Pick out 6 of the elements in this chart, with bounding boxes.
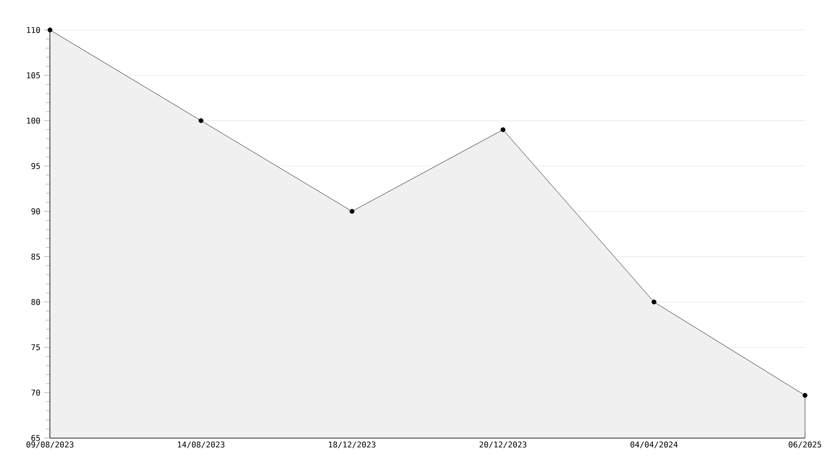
point [652, 300, 656, 304]
point [802, 392, 808, 398]
point [350, 208, 354, 214]
point [48, 28, 52, 32]
point [198, 118, 204, 124]
point [500, 127, 506, 132]
